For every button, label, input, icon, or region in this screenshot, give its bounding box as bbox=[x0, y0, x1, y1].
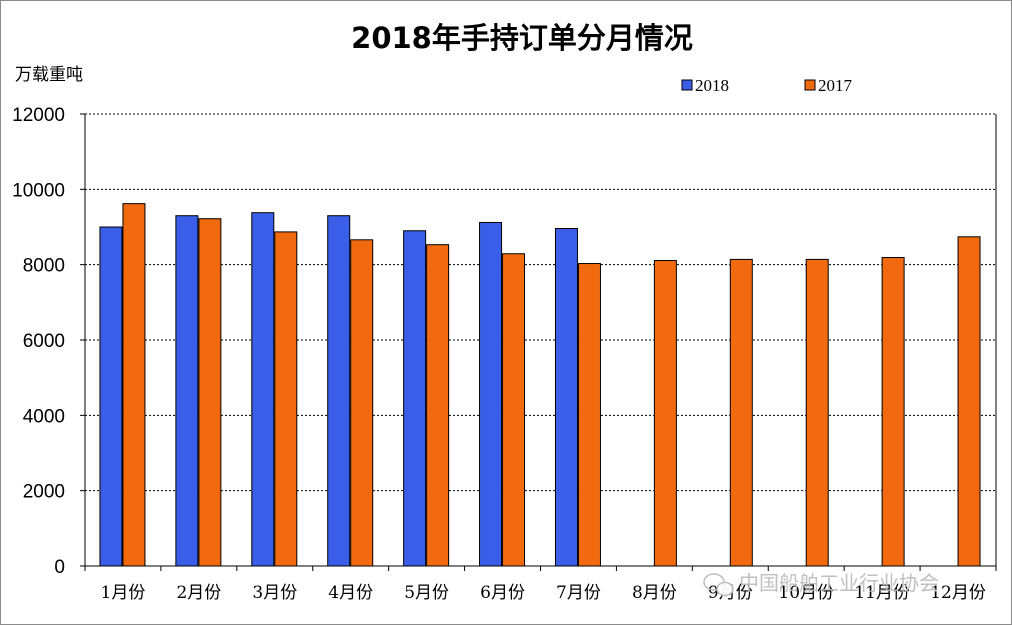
bar-2017-9 bbox=[729, 258, 753, 567]
wechat-icon bbox=[703, 573, 734, 597]
legend-label-2018: 2018 bbox=[695, 76, 729, 95]
axes bbox=[84, 114, 997, 571]
bar-2017-2 bbox=[198, 218, 222, 567]
chart-title: 2018年手持订单分月情况 bbox=[351, 21, 693, 55]
x-tick-label: 4月份 bbox=[328, 583, 373, 603]
bar-2017-1 bbox=[122, 203, 146, 567]
watermark-text: 中国船舶工业行业协会 bbox=[739, 571, 939, 595]
watermark: 中国船舶工业行业协会 bbox=[703, 571, 939, 597]
x-tick-label: 12月份 bbox=[930, 583, 986, 603]
y-tick-label: 2000 bbox=[23, 482, 65, 503]
gridlines bbox=[80, 113, 996, 567]
y-tick-label: 0 bbox=[54, 557, 65, 578]
bar-2018-1 bbox=[99, 226, 123, 567]
x-tick-label: 8月份 bbox=[632, 583, 677, 603]
legend-label-2017: 2017 bbox=[818, 76, 853, 95]
bar-2018-7 bbox=[554, 228, 578, 567]
bar-2018-3 bbox=[251, 212, 275, 567]
bar-2017-5 bbox=[426, 244, 450, 567]
bar-2017-8 bbox=[653, 260, 677, 567]
y-tick-label: 12000 bbox=[12, 105, 65, 126]
legend-swatch-2017 bbox=[804, 79, 816, 91]
bar-2017-6 bbox=[502, 253, 526, 567]
y-axis-label: 万载重吨 bbox=[15, 65, 83, 85]
x-tick-label: 10月份 bbox=[778, 583, 834, 603]
bars bbox=[99, 203, 981, 567]
x-tick-label: 6月份 bbox=[480, 583, 525, 603]
bar-2018-5 bbox=[403, 230, 427, 567]
bar-2018-2 bbox=[175, 215, 199, 567]
y-tick-label: 6000 bbox=[23, 331, 65, 352]
y-tick-label: 8000 bbox=[23, 256, 65, 277]
bar-2018-6 bbox=[479, 221, 503, 567]
bar-2018-4 bbox=[327, 215, 351, 567]
y-tick-label: 4000 bbox=[23, 406, 65, 427]
bar-2017-4 bbox=[350, 239, 374, 567]
x-tick-label: 1月份 bbox=[101, 583, 146, 603]
legend-swatch-2018 bbox=[681, 79, 693, 91]
bar-2017-11 bbox=[881, 257, 905, 567]
bar-2017-10 bbox=[805, 258, 829, 567]
bar-2017-12 bbox=[957, 236, 981, 567]
bar-2017-3 bbox=[274, 231, 298, 567]
x-tick-label: 7月份 bbox=[556, 583, 601, 603]
x-tick-label: 11月份 bbox=[854, 583, 910, 603]
y-tick-labels: 0 2000 4000 6000 8000 10000 12000 bbox=[12, 105, 65, 578]
x-tick-label: 5月份 bbox=[404, 583, 449, 603]
bar-2017-7 bbox=[577, 263, 601, 567]
legend: 2018 2017 bbox=[681, 76, 853, 95]
x-tick-label: 3月份 bbox=[252, 583, 297, 603]
x-tick-labels: 1月份2月份3月份4月份5月份6月份7月份8月份9月份10月份11月份12月份 bbox=[101, 583, 986, 603]
x-tick-label: 2月份 bbox=[176, 583, 221, 603]
y-tick-label: 10000 bbox=[12, 180, 65, 201]
